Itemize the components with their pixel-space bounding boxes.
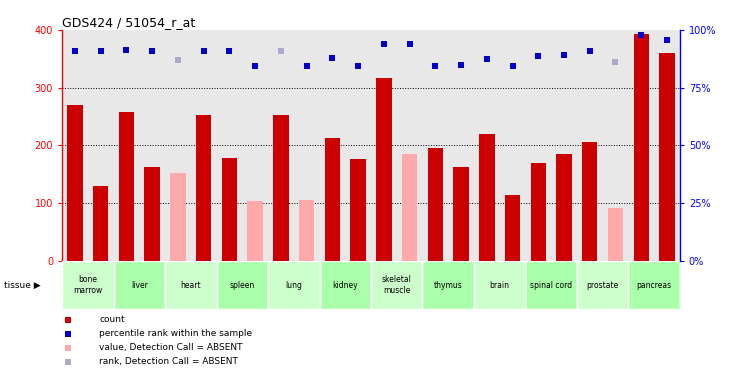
Text: liver: liver: [131, 280, 148, 290]
Bar: [93, 186, 108, 261]
Text: tissue ▶: tissue ▶: [4, 280, 40, 290]
Text: thymus: thymus: [433, 280, 463, 290]
Bar: [474, 261, 526, 309]
Text: value, Detection Call = ABSENT: value, Detection Call = ABSENT: [99, 343, 243, 352]
Bar: [371, 261, 423, 309]
Text: brain: brain: [490, 280, 510, 290]
Text: rank, Detection Call = ABSENT: rank, Detection Call = ABSENT: [99, 357, 238, 366]
Bar: [221, 158, 237, 261]
Text: skeletal
muscle: skeletal muscle: [382, 275, 412, 295]
Text: spleen: spleen: [230, 280, 255, 290]
Bar: [479, 134, 494, 261]
Bar: [196, 116, 211, 261]
Text: GDS424 / 51054_r_at: GDS424 / 51054_r_at: [62, 16, 195, 29]
Bar: [428, 148, 443, 261]
Bar: [402, 154, 417, 261]
Bar: [531, 163, 546, 261]
Bar: [526, 261, 577, 309]
Bar: [165, 261, 216, 309]
Bar: [145, 166, 160, 261]
Text: lung: lung: [285, 280, 302, 290]
Bar: [299, 200, 314, 261]
Bar: [423, 261, 474, 309]
Bar: [325, 138, 340, 261]
Bar: [216, 261, 268, 309]
Bar: [376, 78, 392, 261]
Bar: [582, 142, 597, 261]
Bar: [577, 261, 629, 309]
Text: prostate: prostate: [586, 280, 618, 290]
Bar: [62, 261, 113, 309]
Text: spinal cord: spinal cord: [530, 280, 572, 290]
Bar: [350, 159, 366, 261]
Text: pancreas: pancreas: [637, 280, 672, 290]
Bar: [247, 201, 263, 261]
Bar: [118, 112, 135, 261]
Bar: [607, 208, 624, 261]
Bar: [67, 105, 83, 261]
Text: heart: heart: [181, 280, 201, 290]
Bar: [113, 261, 165, 309]
Bar: [268, 261, 319, 309]
Bar: [453, 166, 469, 261]
Bar: [634, 34, 649, 261]
Bar: [659, 53, 675, 261]
Bar: [629, 261, 680, 309]
Text: percentile rank within the sample: percentile rank within the sample: [99, 329, 252, 338]
Bar: [273, 115, 289, 261]
Bar: [505, 195, 520, 261]
Bar: [556, 154, 572, 261]
Text: kidney: kidney: [333, 280, 358, 290]
Text: count: count: [99, 315, 125, 324]
Text: bone
marrow: bone marrow: [73, 275, 102, 295]
Bar: [319, 261, 371, 309]
Bar: [170, 173, 186, 261]
